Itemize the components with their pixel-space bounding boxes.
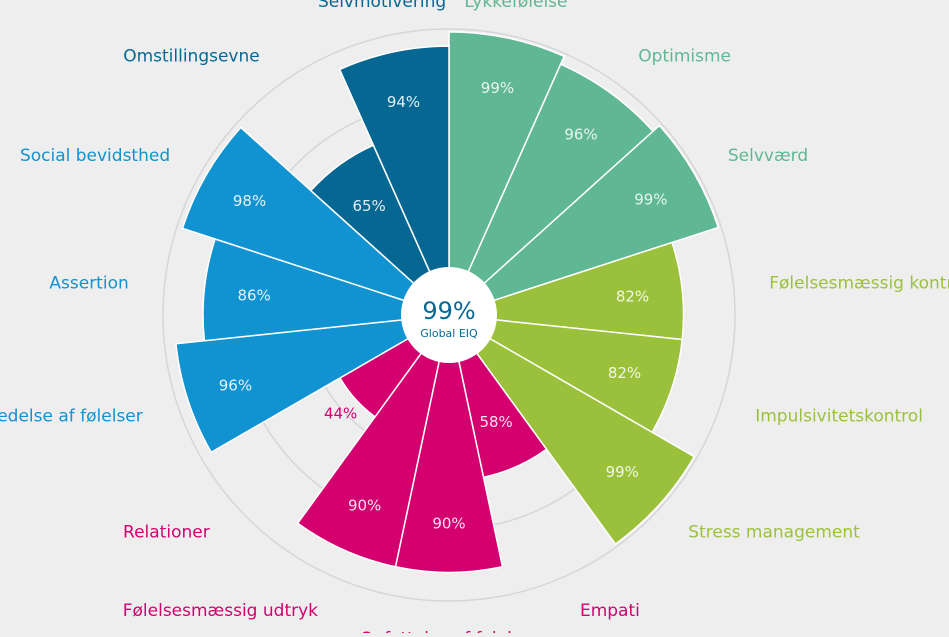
wedge — [175, 314, 450, 454]
value-label: 94% — [387, 93, 420, 111]
value-label: 96% — [564, 125, 597, 143]
category-label: Ledelse af følelser — [0, 407, 143, 427]
center-circle — [401, 267, 497, 363]
wedge — [448, 314, 696, 546]
center-value: 99% — [422, 297, 475, 325]
value-label: 82% — [608, 364, 641, 382]
value-labels: 99% 96% 99% 82% 82% 99% 58% 90% 90% 44% 96% 86% 98% 6… — [219, 79, 668, 532]
category-label: Selvværd — [728, 146, 808, 166]
category-label: Omstillingsevne — [123, 46, 260, 66]
center-badge: 99% Global EIQ — [401, 267, 497, 363]
wedge — [394, 314, 504, 574]
category-label: Lykkefølelse — [464, 0, 567, 12]
category-label: Opfattelse af følelser — [360, 629, 538, 633]
value-label: 99% — [606, 463, 639, 481]
value-label: 98% — [233, 192, 266, 210]
wedge — [448, 31, 566, 316]
center-caption: Global EIQ — [420, 327, 478, 340]
wedges — [175, 31, 720, 574]
value-label: 65% — [352, 197, 385, 215]
category-label: Følelsesmæssig kontrol — [769, 273, 949, 293]
wedge — [448, 124, 720, 316]
value-label: 86% — [237, 287, 270, 305]
value-label: 82% — [616, 288, 649, 306]
value-label: 96% — [219, 376, 252, 394]
value-label: 58% — [479, 413, 512, 431]
wedge — [338, 45, 450, 316]
category-label: Stress management — [688, 522, 860, 542]
category-label: Selvmotivering — [318, 0, 446, 12]
value-label: 90% — [348, 496, 381, 514]
wedge — [296, 314, 450, 568]
value-label: 99% — [481, 79, 514, 97]
value-label: 44% — [324, 405, 357, 423]
value-label: 99% — [634, 190, 667, 208]
category-label: Relationer — [123, 522, 210, 542]
value-label: 90% — [432, 514, 465, 532]
category-label: Empati — [580, 601, 640, 621]
grid-ring — [162, 28, 736, 602]
wedge — [181, 126, 450, 316]
category-label: Assertion — [49, 273, 128, 293]
category-label: Social bevidsthed — [20, 146, 170, 166]
category-label: Optimisme — [638, 46, 731, 66]
wedge — [448, 63, 655, 316]
category-label: Følelsesmæssig udtryk — [123, 601, 318, 621]
category-label: Impulsivitetskontrol — [755, 407, 923, 427]
